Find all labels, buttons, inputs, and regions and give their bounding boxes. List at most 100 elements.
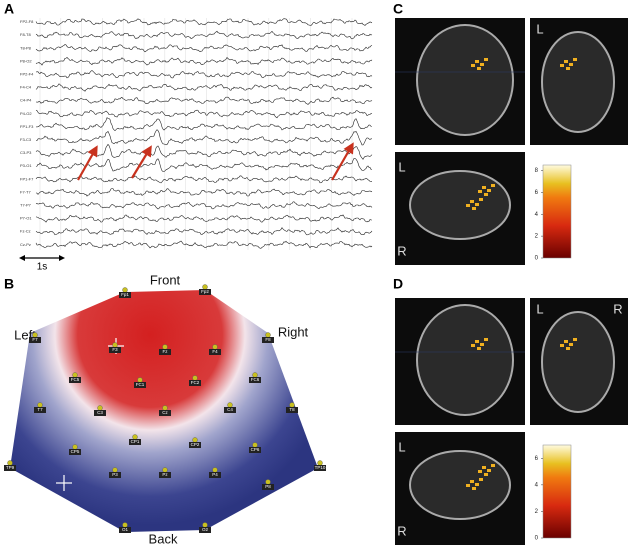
electrode-box <box>119 292 131 298</box>
head <box>416 24 514 136</box>
orientation-label: L <box>536 301 543 316</box>
electrode-box <box>314 465 326 471</box>
orientation-label: L <box>398 439 405 454</box>
activation <box>566 347 570 350</box>
activation <box>477 347 481 350</box>
channel-label: C4-P4 <box>20 98 32 103</box>
electrode-label: F8 <box>265 337 271 342</box>
channel-label: FP1-F3 <box>20 124 34 129</box>
activation <box>466 484 470 487</box>
colorbar-tick-label: 4 <box>535 482 539 488</box>
direction-label: Back <box>149 531 178 546</box>
electrode-label: Fp1 <box>121 292 129 297</box>
activation <box>566 67 570 70</box>
electrode-box <box>159 472 171 478</box>
channel-label: FP1-F7 <box>20 176 34 181</box>
activation <box>475 483 479 486</box>
electrode-label: CP5 <box>71 449 80 454</box>
activation <box>573 338 577 341</box>
electrode-box <box>249 377 261 383</box>
electrode-label: F4 <box>212 349 218 354</box>
eeg-trace <box>35 83 373 92</box>
channel-label: Fz-Cz <box>20 229 31 234</box>
electrode-label: P4 <box>212 472 218 477</box>
activation <box>569 343 573 346</box>
electrode-label: TP9 <box>6 465 15 470</box>
electrode-box <box>262 484 274 490</box>
colorbar-tick-label: 6 <box>535 190 539 196</box>
electrode-box <box>119 527 131 533</box>
panel-label: D <box>393 276 403 292</box>
activation <box>484 473 488 476</box>
activation <box>480 343 484 346</box>
channel-label: P3-O1 <box>20 163 32 168</box>
orientation-label: L <box>398 159 405 174</box>
electrode-box <box>69 377 81 383</box>
eeg-trace <box>35 188 373 197</box>
electrode-label: FC2 <box>191 380 200 385</box>
activation <box>478 190 482 193</box>
colorbar-tick-label: 8 <box>535 168 539 174</box>
arrow <box>77 145 98 181</box>
colorbar-tick-label: 2 <box>535 234 539 240</box>
activation <box>479 198 483 201</box>
electrode-label: F7 <box>32 337 38 342</box>
activation <box>475 60 479 63</box>
electrode-label: FC1 <box>136 382 145 387</box>
electrode-box <box>134 382 146 388</box>
eeg-trace <box>35 240 373 249</box>
eeg-trace <box>35 227 373 236</box>
electrode-label: Fz <box>163 349 169 354</box>
eeg-panel: FP2-F8 F8-T8 T8-P8 P8-O2 FP2-F4 F4-C4 C4-P4 P4-… <box>20 18 373 250</box>
eeg-trace <box>35 44 373 53</box>
electrode-box <box>109 472 121 478</box>
eeg-trace <box>35 175 373 184</box>
activation <box>471 64 475 67</box>
electrode-box <box>199 289 211 295</box>
activation <box>569 63 573 66</box>
electrode-label: CP6 <box>251 447 260 452</box>
eeg-trace <box>35 129 372 146</box>
activation <box>573 58 577 61</box>
electrode-box <box>159 349 171 355</box>
head <box>541 31 615 133</box>
electrode-box <box>129 439 141 445</box>
eeg-trace <box>35 56 373 66</box>
eeg-trace <box>35 18 373 26</box>
activation <box>484 58 488 61</box>
colorbar <box>542 444 572 539</box>
eeg-trace <box>35 158 373 172</box>
electrode-label: P3 <box>112 472 118 477</box>
activation <box>564 60 568 63</box>
electrode-label: Cz <box>162 410 168 415</box>
colorbar-tick-label: 0 <box>535 256 539 262</box>
channel-label: T8-P8 <box>20 45 32 50</box>
electrode-box <box>34 407 46 413</box>
mri-panels: L L R 0 2 4 6 8 L R L R 0 2 4 6 <box>395 18 628 545</box>
channel-label: F3-C3 <box>20 137 32 142</box>
electrode-label: FC5 <box>71 377 80 382</box>
direction-label: Front <box>150 272 181 287</box>
arrow <box>131 145 152 179</box>
orientation-label: R <box>613 301 622 316</box>
head <box>416 304 514 416</box>
activation <box>560 344 564 347</box>
head <box>541 311 615 413</box>
panel-label: A <box>4 1 14 17</box>
activation <box>478 470 482 473</box>
eeg-trace <box>35 30 373 40</box>
panel-label: B <box>4 276 14 292</box>
activation <box>470 200 474 203</box>
electrode-box <box>209 472 221 478</box>
activation <box>470 480 474 483</box>
electrode-label: T8 <box>289 407 295 412</box>
activation <box>487 469 491 472</box>
activation <box>564 340 568 343</box>
electrode-label: CP2 <box>191 442 200 447</box>
orientation-label: R <box>397 243 406 258</box>
eeg-trace <box>35 117 373 131</box>
activation <box>491 184 495 187</box>
channel-label: P8-O2 <box>20 58 32 63</box>
activation <box>471 344 475 347</box>
